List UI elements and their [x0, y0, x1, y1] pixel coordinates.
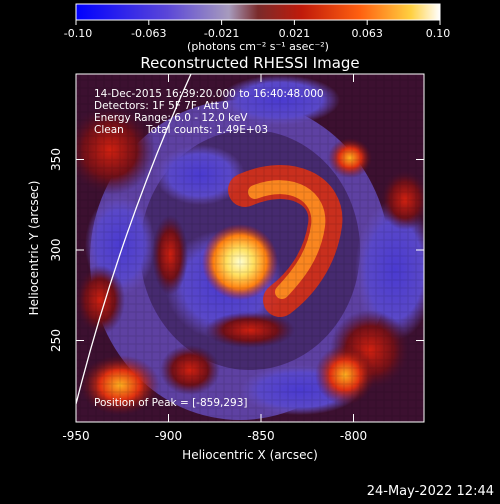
info-detectors: Detectors: 1F 5F 7F, Att 0: [94, 100, 229, 112]
colorbar-units: (photons cm⁻² s⁻¹ asec⁻²): [187, 40, 329, 53]
rhessi-image: [76, 74, 424, 422]
y-tick-label: 350: [49, 148, 63, 171]
info-block: 14-Dec-2015 16:39:20.000 to 16:40:48.000…: [94, 88, 324, 136]
x-tick-label: -850: [247, 429, 274, 443]
info-time-range: 14-Dec-2015 16:39:20.000 to 16:40:48.000: [94, 88, 324, 100]
y-tick-label: 300: [49, 239, 63, 262]
colorbar-tick-label: 0.021: [279, 27, 311, 40]
x-tick-label: -900: [155, 429, 182, 443]
x-tick-label: -800: [340, 429, 367, 443]
peak-position-label: Position of Peak = [-859,293]: [94, 397, 248, 409]
info-energy-range: Energy Range: 6.0 - 12.0 keV: [94, 112, 248, 124]
footer-timestamp: 24-May-2022 12:44: [367, 484, 494, 499]
colorbar-tick-label: -0.10: [64, 27, 92, 40]
colorbar-tick-label: 0.10: [426, 27, 451, 40]
plot-title: Reconstructed RHESSI Image: [140, 54, 359, 72]
colorbar-tick-label: -0.021: [204, 27, 239, 40]
x-tick-label: -950: [62, 429, 89, 443]
colorbar-tick-label: -0.063: [131, 27, 166, 40]
colorbar: -0.10 -0.063 -0.021 0.021 0.063 0.10 (ph…: [64, 3, 451, 53]
y-tick-label: 250: [49, 329, 63, 352]
plot-frame: [75, 73, 425, 423]
info-method: Clean: [94, 124, 124, 136]
y-axis-label: Heliocentric Y (arcsec): [27, 181, 41, 316]
info-total-counts: Total counts: 1.49E+03: [145, 124, 268, 136]
colorbar-tick-label: 0.063: [351, 27, 383, 40]
colorbar-gradient: [75, 3, 441, 21]
solar-limb-line: [76, 74, 192, 405]
x-axis-label: Heliocentric X (arcsec): [182, 448, 318, 462]
